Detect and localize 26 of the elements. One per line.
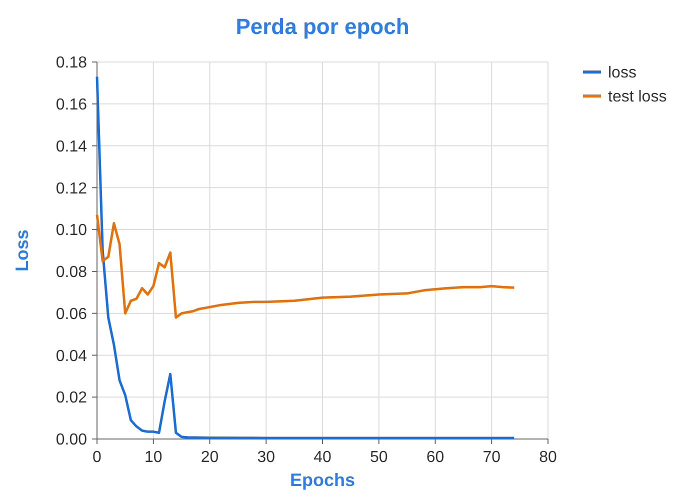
x-tick-label: 50 <box>370 449 388 466</box>
y-axis-title: Loss <box>12 229 32 272</box>
y-tick-label: 0.08 <box>56 264 88 282</box>
y-tick-label: 0.04 <box>56 348 88 365</box>
y-tick-label: 0.18 <box>56 54 88 72</box>
legend-label: loss <box>608 64 636 82</box>
legend-label: test loss <box>608 88 667 106</box>
x-tick-label: 60 <box>426 449 444 466</box>
x-tick-label: 70 <box>482 449 501 466</box>
x-tick-label: 0 <box>92 449 102 466</box>
y-tick-label: 0.16 <box>56 96 88 114</box>
y-tick-label: 0.02 <box>56 390 88 407</box>
x-tick-label: 10 <box>144 449 162 466</box>
y-tick-label: 0.06 <box>56 306 88 323</box>
y-tick-label: 0.10 <box>56 222 88 240</box>
chart-title: Perda por epoch <box>236 14 410 39</box>
y-tick-label: 0.12 <box>56 180 88 198</box>
line-series <box>96 75 516 440</box>
x-tick-label: 20 <box>200 449 219 466</box>
line-series <box>96 214 516 319</box>
x-tick-label: 40 <box>314 449 332 466</box>
x-tick-label: 30 <box>257 449 276 466</box>
x-axis-title: Epochs <box>290 470 356 490</box>
y-tick-label: 0.00 <box>56 432 88 449</box>
y-tick-label: 0.14 <box>56 138 88 156</box>
x-tick-label: 80 <box>539 449 557 466</box>
